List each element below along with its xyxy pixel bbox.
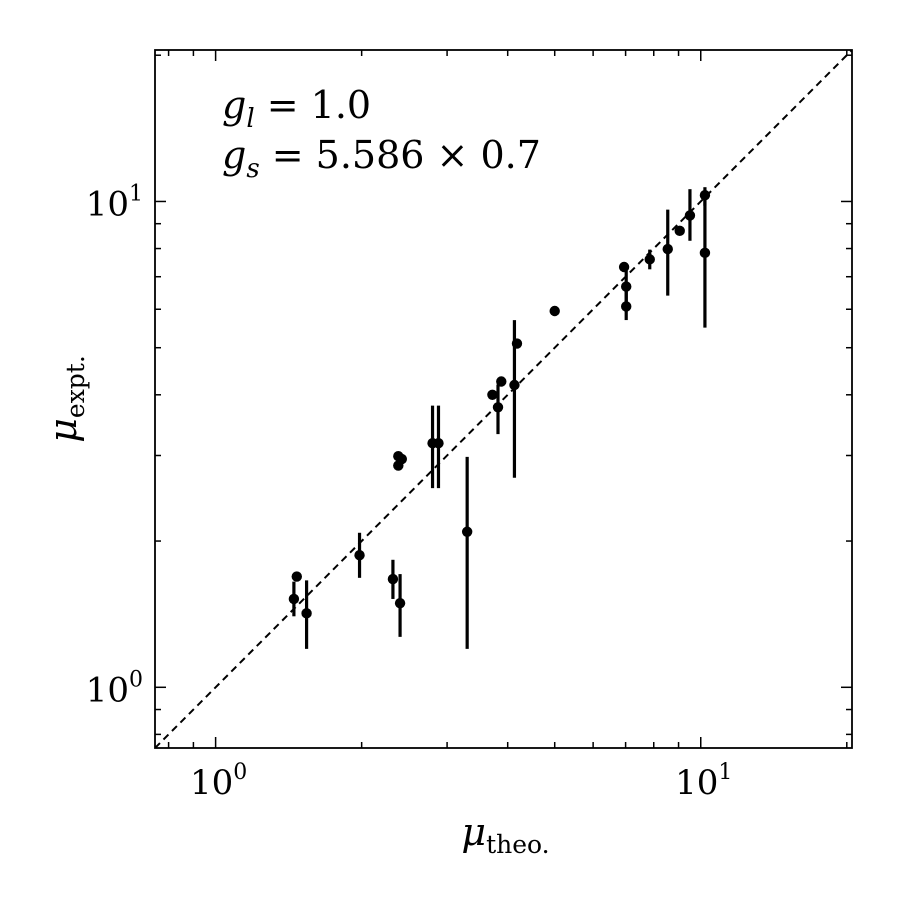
data-point <box>509 379 520 391</box>
data-point <box>396 453 408 465</box>
annotation-line: gl = 1.0 <box>222 83 371 134</box>
reference-line <box>155 50 852 748</box>
y-tick-label: 101 <box>86 181 143 224</box>
data-point <box>433 438 444 449</box>
x-tick-label: 100 <box>190 760 247 803</box>
data-point <box>618 261 630 273</box>
data-point <box>288 593 300 605</box>
data-point <box>674 225 685 237</box>
data-point <box>496 376 507 387</box>
data-point <box>487 389 498 400</box>
data-point <box>492 402 504 413</box>
x-axis-label: μtheo. <box>461 810 549 859</box>
data-point <box>301 608 312 619</box>
y-tick-label: 100 <box>86 667 143 710</box>
plot-area <box>154 49 853 749</box>
data-point <box>644 254 655 265</box>
data-point <box>354 550 365 561</box>
x-tick-label: 101 <box>675 760 732 803</box>
data-point <box>511 338 523 349</box>
data-point <box>699 247 711 259</box>
data-point <box>684 210 696 221</box>
data-point <box>699 190 711 201</box>
data-point <box>621 301 632 312</box>
plot-content <box>155 50 852 748</box>
data-point <box>549 305 560 317</box>
axis-labels: 100 101 100 101 μtheo. μexpt. <box>41 181 732 859</box>
y-axis-label: μexpt. <box>41 355 90 443</box>
plot-frame <box>154 49 853 749</box>
data-point <box>291 571 302 582</box>
axis-ticks <box>155 50 852 748</box>
data-point <box>394 597 406 609</box>
data-point <box>461 526 473 537</box>
data-point <box>662 243 673 255</box>
data-point <box>621 281 632 292</box>
annotation-line: gs = 5.586 × 0.7 <box>222 133 541 184</box>
data-point <box>387 573 399 585</box>
annotation-block: gl = 1.0gs = 5.586 × 0.7 <box>222 83 541 184</box>
